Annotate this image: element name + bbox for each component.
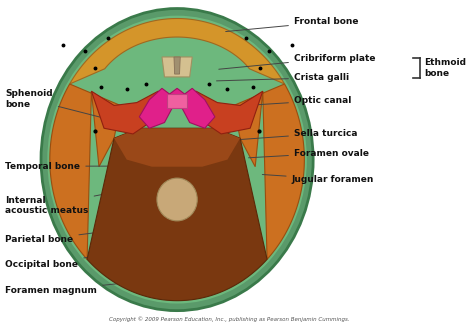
Text: Internal
acoustic meatus: Internal acoustic meatus (5, 193, 110, 215)
Polygon shape (183, 91, 263, 134)
Text: Optic canal: Optic canal (221, 96, 351, 107)
Polygon shape (174, 57, 180, 74)
Text: Copyright © 2009 Pearson Education, Inc., publishing as Pearson Benjamin Cumming: Copyright © 2009 Pearson Education, Inc.… (109, 317, 350, 322)
Ellipse shape (41, 9, 313, 311)
Text: Jugular foramen: Jugular foramen (262, 174, 374, 184)
Text: Crista galli: Crista galli (217, 73, 349, 82)
Polygon shape (167, 94, 187, 108)
Polygon shape (139, 88, 215, 128)
Polygon shape (87, 128, 267, 301)
Polygon shape (114, 128, 240, 167)
Ellipse shape (157, 178, 197, 221)
Polygon shape (70, 18, 284, 84)
Text: Ethmoid
bone: Ethmoid bone (425, 58, 466, 78)
Polygon shape (91, 91, 171, 134)
Text: Parietal bone: Parietal bone (5, 229, 126, 244)
Text: Occipital bone: Occipital bone (5, 252, 124, 269)
Text: Sphenoid
bone: Sphenoid bone (5, 89, 136, 126)
Text: Foramen magnum: Foramen magnum (5, 278, 174, 295)
Polygon shape (234, 84, 304, 259)
Text: Foramen ovale: Foramen ovale (248, 148, 369, 158)
Text: Cribriform plate: Cribriform plate (219, 54, 375, 69)
Text: Temporal bone: Temporal bone (5, 162, 110, 171)
Polygon shape (162, 57, 192, 77)
Polygon shape (50, 84, 120, 259)
Ellipse shape (47, 16, 307, 304)
Text: Frontal bone: Frontal bone (226, 17, 358, 32)
Text: Sella turcica: Sella turcica (237, 129, 357, 140)
